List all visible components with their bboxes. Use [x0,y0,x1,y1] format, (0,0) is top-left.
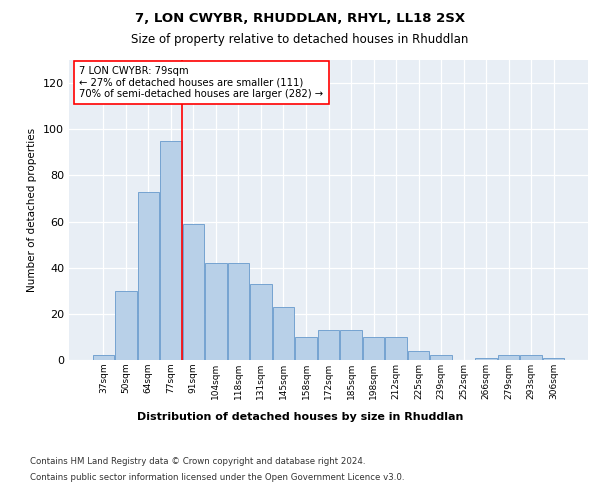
Bar [137,192,159,360]
Bar [498,356,520,360]
Bar [385,337,407,360]
Bar [205,263,227,360]
Text: 7 LON CWYBR: 79sqm
← 27% of detached houses are smaller (111)
70% of semi-detach: 7 LON CWYBR: 79sqm ← 27% of detached hou… [79,66,323,99]
Bar [182,224,204,360]
Text: Contains HM Land Registry data © Crown copyright and database right 2024.: Contains HM Land Registry data © Crown c… [30,458,365,466]
Bar [295,337,317,360]
Bar [160,141,182,360]
Bar [250,284,272,360]
Bar [228,263,249,360]
Bar [363,337,384,360]
Bar [115,291,137,360]
Bar [430,356,452,360]
Bar [408,351,429,360]
Bar [520,356,542,360]
Bar [543,358,565,360]
Bar [475,358,497,360]
Bar [92,356,114,360]
Bar [340,330,362,360]
Text: Distribution of detached houses by size in Rhuddlan: Distribution of detached houses by size … [137,412,463,422]
Text: Size of property relative to detached houses in Rhuddlan: Size of property relative to detached ho… [131,32,469,46]
Text: Contains public sector information licensed under the Open Government Licence v3: Contains public sector information licen… [30,472,404,482]
Bar [318,330,339,360]
Text: 7, LON CWYBR, RHUDDLAN, RHYL, LL18 2SX: 7, LON CWYBR, RHUDDLAN, RHYL, LL18 2SX [135,12,465,26]
Bar [273,307,294,360]
Y-axis label: Number of detached properties: Number of detached properties [28,128,37,292]
